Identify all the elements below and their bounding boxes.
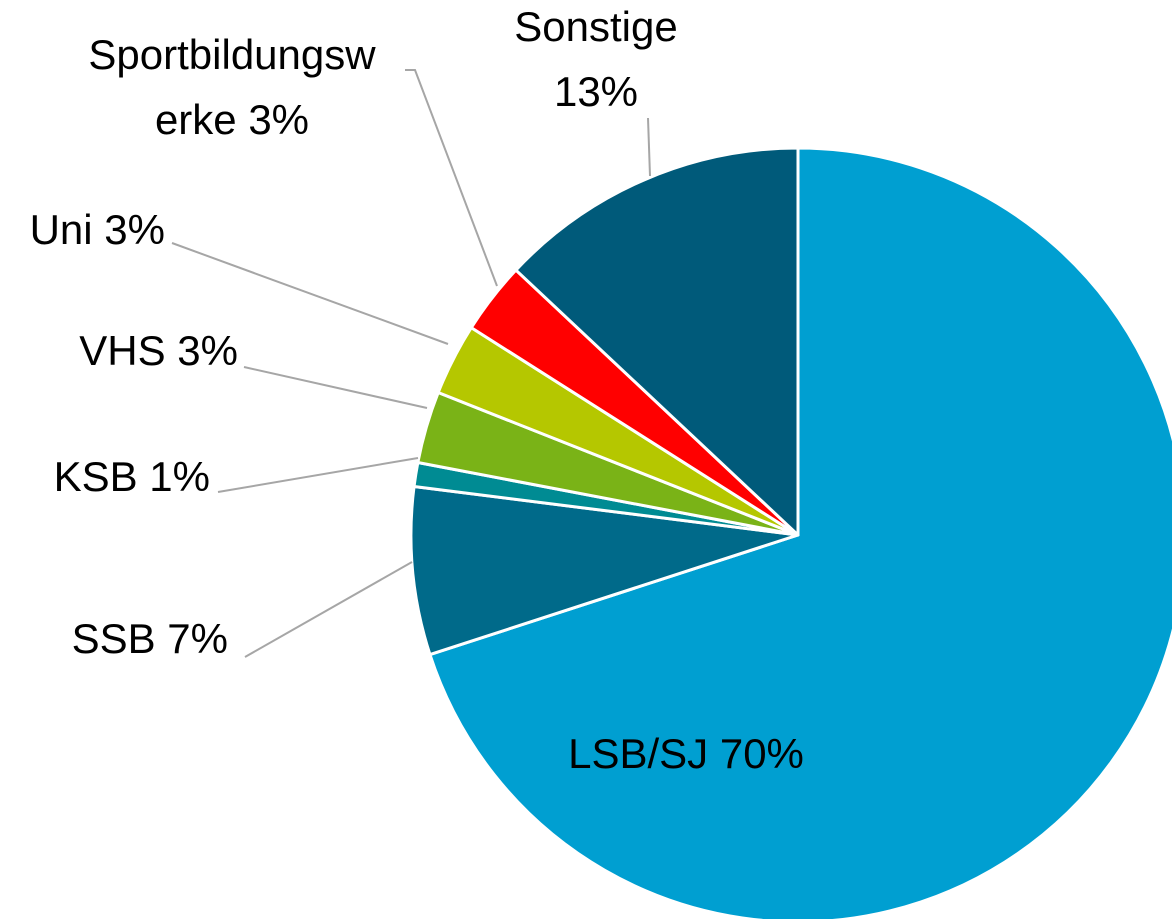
value-label: 1% bbox=[149, 453, 210, 500]
data-label: LSB/SJ 70% bbox=[568, 730, 804, 777]
value-label: 70% bbox=[720, 730, 804, 777]
category-label: SSB bbox=[72, 615, 156, 662]
pie-slice bbox=[409, 484, 800, 657]
value-label: 13% bbox=[554, 68, 638, 115]
data-label: KSB 1% bbox=[54, 453, 210, 500]
category-label: KSB bbox=[54, 453, 138, 500]
leader-line bbox=[405, 69, 498, 287]
data-label: Uni 3% bbox=[30, 206, 165, 253]
category-label: Sportbildungsw erke bbox=[88, 31, 376, 143]
leader-line bbox=[244, 561, 413, 658]
pie-slice bbox=[428, 146, 1172, 919]
pie-slice bbox=[514, 146, 800, 537]
category-label: LSB/SJ bbox=[568, 730, 708, 777]
leader-line bbox=[647, 117, 651, 177]
data-label: VHS 3% bbox=[79, 327, 238, 374]
data-label: Sportbildungsw erke 3% bbox=[88, 31, 376, 143]
data-label: Sonstige 13% bbox=[514, 3, 677, 115]
value-label: 3% bbox=[177, 327, 238, 374]
leader-line bbox=[217, 457, 419, 493]
category-label: Sonstige bbox=[514, 3, 677, 50]
value-label: 3% bbox=[104, 206, 165, 253]
leader-line bbox=[243, 366, 428, 409]
category-line: erke bbox=[155, 96, 237, 143]
value-label: 7% bbox=[167, 615, 228, 662]
data-label: SSB 7% bbox=[72, 615, 228, 662]
leader-line bbox=[171, 242, 449, 345]
category-line: Sportbildungsw bbox=[88, 31, 376, 78]
value-label: 3% bbox=[248, 96, 309, 143]
category-label: Uni bbox=[30, 206, 93, 253]
category-label: VHS bbox=[79, 327, 165, 374]
